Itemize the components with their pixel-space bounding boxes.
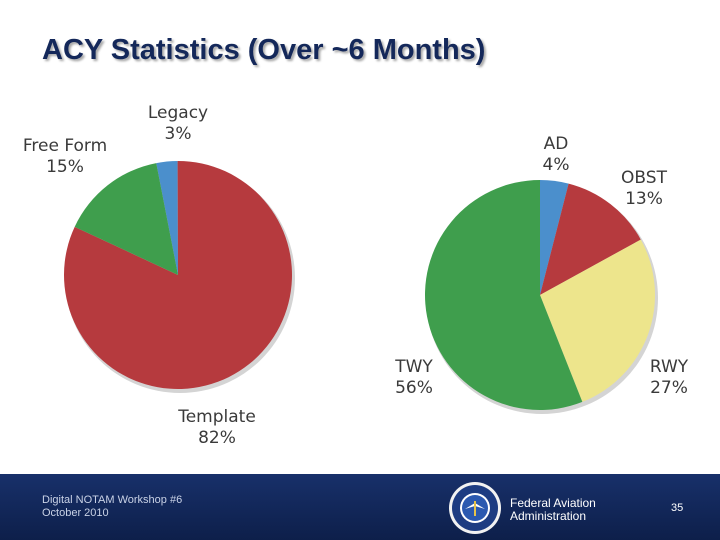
label-free-form: Free Form 15% — [23, 136, 107, 178]
label-ad-value: 4% — [542, 155, 570, 175]
label-twy: TWY 56% — [395, 357, 433, 399]
pie-chart-left — [64, 161, 295, 393]
slice-rwy — [540, 239, 655, 402]
label-obst-value: 13% — [625, 189, 663, 209]
agency-line-2: Administration — [510, 509, 587, 523]
page-number: 35 — [671, 502, 684, 514]
label-free-form-name: Free Form — [22, 136, 108, 156]
faa-seal-icon — [449, 482, 501, 534]
footer-event: Digital NOTAM Workshop #6 — [42, 494, 183, 506]
footer-date: October 2010 — [42, 507, 109, 519]
label-ad-name: AD — [543, 134, 569, 154]
label-legacy-value: 3% — [164, 124, 192, 144]
slice-legacy — [156, 161, 178, 275]
label-template-name: Template — [178, 407, 256, 427]
label-template: Template 82% — [178, 407, 256, 449]
label-obst-name: OBST — [621, 168, 667, 188]
label-twy-name: TWY — [395, 357, 433, 377]
footer-bar — [0, 474, 720, 540]
label-twy-value: 56% — [395, 378, 433, 398]
label-rwy-value: 27% — [650, 378, 688, 398]
slice-free-form — [74, 163, 178, 275]
label-legacy-name: Legacy — [147, 103, 209, 123]
label-obst: OBST 13% — [621, 168, 667, 210]
slice-obst — [540, 183, 641, 295]
slide-title: ACY Statistics (Over ~6 Months) — [42, 34, 486, 66]
pie-group-left — [64, 161, 295, 393]
slice-ad — [540, 179, 569, 295]
label-template-value: 82% — [198, 428, 236, 448]
slice-twy — [424, 180, 583, 411]
label-legacy: Legacy 3% — [148, 103, 208, 145]
pie-chart-right — [424, 179, 658, 414]
label-rwy: RWY 27% — [650, 357, 688, 399]
label-free-form-value: 15% — [46, 157, 84, 177]
footer-event-info: Digital NOTAM Workshop #6 October 2010 — [42, 494, 182, 520]
label-rwy-name: RWY — [649, 357, 689, 377]
pie-group-right — [424, 179, 658, 414]
agency-line-1: Federal Aviation — [510, 496, 596, 510]
label-ad: AD 4% — [543, 134, 570, 176]
agency-name: Federal Aviation Administration — [510, 497, 596, 523]
